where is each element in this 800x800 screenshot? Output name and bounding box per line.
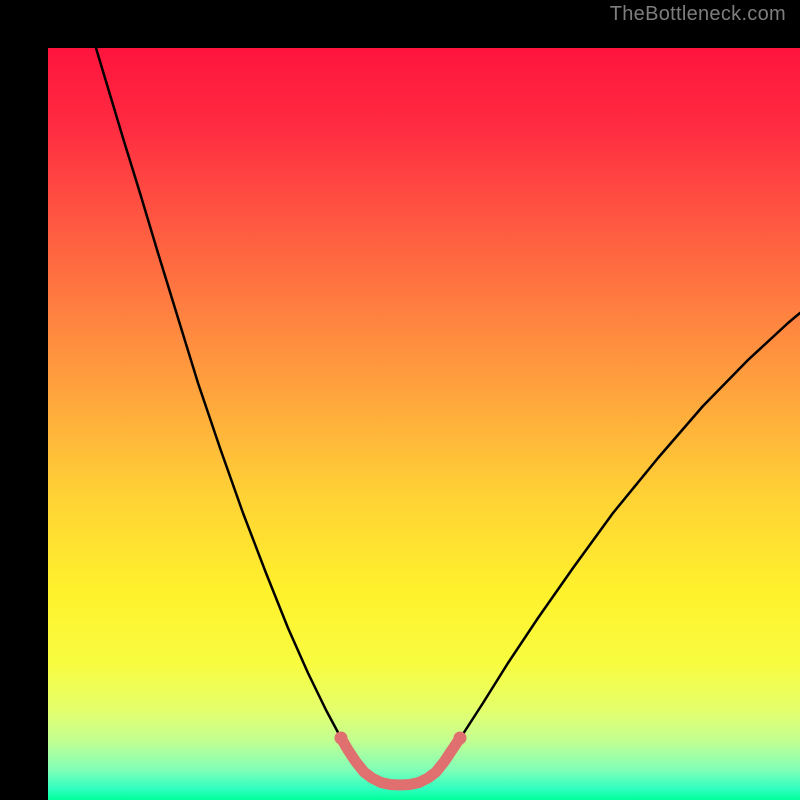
- chart-background: [24, 24, 776, 776]
- chart-svg: [48, 48, 800, 800]
- watermark-label: TheBottleneck.com: [610, 3, 786, 26]
